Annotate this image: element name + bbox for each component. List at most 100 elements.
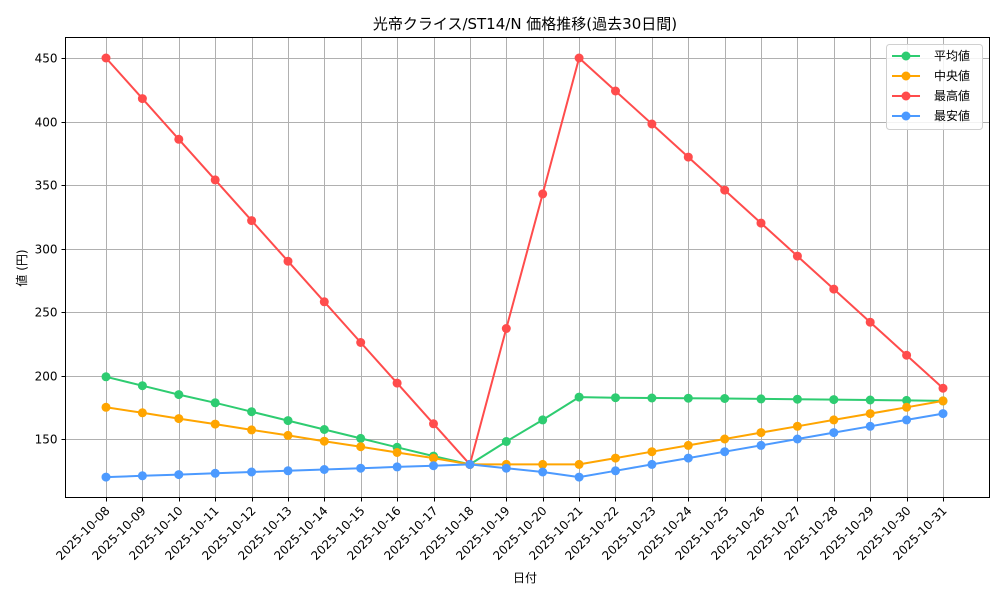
data-point-marker bbox=[538, 459, 548, 469]
y-tick-label: 450 bbox=[35, 52, 58, 66]
data-point-marker bbox=[210, 398, 220, 408]
plot-frame bbox=[65, 37, 990, 498]
series-line bbox=[105, 375, 944, 466]
data-point-marker bbox=[683, 440, 693, 450]
chart-title: 光帝クライス/ST14/N 価格推移(過去30日間) bbox=[373, 15, 677, 33]
data-point-marker bbox=[247, 407, 257, 417]
data-point-marker bbox=[792, 421, 802, 431]
data-point-marker bbox=[829, 284, 839, 294]
data-point-marker bbox=[902, 350, 912, 360]
data-point-marker bbox=[319, 425, 329, 434]
data-point-marker bbox=[319, 465, 329, 474]
data-point-marker bbox=[683, 152, 693, 162]
data-point-marker bbox=[902, 395, 912, 405]
data-point-marker bbox=[174, 134, 184, 144]
legend-marker-icon bbox=[901, 71, 911, 81]
data-point-marker bbox=[647, 393, 657, 403]
data-point-marker bbox=[356, 433, 366, 443]
data-point-marker bbox=[210, 468, 220, 478]
data-point-marker bbox=[356, 442, 366, 452]
legend-item: 最安値 bbox=[892, 108, 970, 123]
data-point-marker bbox=[137, 381, 147, 391]
data-point-marker bbox=[465, 459, 475, 469]
data-point-marker bbox=[429, 419, 438, 429]
x-axis-label: 日付 bbox=[513, 571, 537, 585]
data-point-marker bbox=[829, 395, 839, 405]
data-point-marker bbox=[356, 338, 366, 347]
legend-label: 最安値 bbox=[934, 108, 970, 123]
data-point-marker bbox=[756, 440, 766, 450]
data-point-marker bbox=[501, 463, 511, 473]
data-point-marker bbox=[720, 394, 730, 403]
data-point-marker bbox=[756, 394, 766, 404]
data-point-marker bbox=[865, 317, 875, 327]
data-point-marker bbox=[574, 392, 584, 402]
data-point-marker bbox=[792, 251, 802, 261]
data-point-marker bbox=[611, 466, 620, 476]
data-point-marker bbox=[501, 324, 511, 333]
data-point-marker bbox=[611, 393, 620, 403]
data-point-marker bbox=[392, 378, 402, 388]
data-point-marker bbox=[683, 453, 693, 463]
data-point-marker bbox=[392, 462, 402, 472]
data-point-marker bbox=[647, 119, 657, 129]
legend-marker-icon bbox=[901, 111, 911, 121]
data-point-marker bbox=[647, 447, 657, 457]
data-point-marker bbox=[574, 472, 584, 482]
data-point-marker bbox=[683, 393, 693, 403]
data-point-marker bbox=[902, 402, 912, 412]
data-point-marker bbox=[137, 408, 147, 418]
y-axis-label: 値 (円) bbox=[14, 249, 29, 286]
data-point-marker bbox=[720, 185, 730, 195]
data-point-marker bbox=[720, 447, 730, 457]
data-point-marker bbox=[792, 394, 802, 404]
data-point-marker bbox=[283, 416, 293, 426]
legend-item: 中央値 bbox=[892, 68, 970, 83]
data-point-marker bbox=[501, 437, 511, 446]
data-point-marker bbox=[574, 53, 584, 63]
series-line bbox=[105, 412, 944, 479]
data-point-marker bbox=[902, 415, 912, 425]
data-point-marker bbox=[174, 470, 184, 480]
series-line bbox=[105, 57, 944, 466]
y-tick-label: 300 bbox=[35, 243, 58, 257]
data-point-marker bbox=[538, 415, 548, 425]
data-point-marker bbox=[283, 466, 293, 476]
data-point-marker bbox=[137, 94, 147, 104]
series-最安値 bbox=[101, 409, 948, 482]
data-point-marker bbox=[574, 459, 584, 469]
data-point-marker bbox=[429, 461, 438, 471]
legend-label: 最高値 bbox=[934, 88, 970, 103]
y-tick-label: 350 bbox=[35, 179, 58, 193]
legend-box bbox=[886, 44, 983, 130]
data-point-marker bbox=[865, 421, 875, 431]
y-tick-label: 150 bbox=[35, 433, 58, 447]
data-point-marker bbox=[210, 419, 220, 429]
legend-marker-icon bbox=[901, 91, 911, 101]
data-point-marker bbox=[101, 402, 111, 412]
series-lines bbox=[101, 53, 948, 482]
data-point-marker bbox=[319, 297, 329, 307]
data-point-marker bbox=[101, 472, 111, 482]
y-tick-label: 200 bbox=[35, 370, 58, 384]
data-point-marker bbox=[174, 414, 184, 424]
data-point-marker bbox=[174, 390, 184, 400]
data-point-marker bbox=[792, 434, 802, 444]
legend-marker-icon bbox=[901, 51, 911, 61]
data-point-marker bbox=[938, 396, 948, 406]
data-point-marker bbox=[101, 372, 111, 382]
data-point-marker bbox=[247, 425, 257, 435]
data-point-marker bbox=[538, 467, 548, 477]
y-axis-ticks: 150 200 250 300 350 400 450 bbox=[35, 52, 66, 447]
data-point-marker bbox=[356, 463, 366, 473]
data-point-marker bbox=[283, 256, 293, 266]
data-point-marker bbox=[829, 428, 839, 438]
data-point-marker bbox=[538, 189, 548, 199]
data-point-marker bbox=[429, 453, 438, 463]
data-point-marker bbox=[283, 430, 293, 440]
data-point-marker bbox=[101, 53, 111, 63]
data-point-marker bbox=[647, 459, 657, 469]
data-point-marker bbox=[756, 218, 766, 228]
